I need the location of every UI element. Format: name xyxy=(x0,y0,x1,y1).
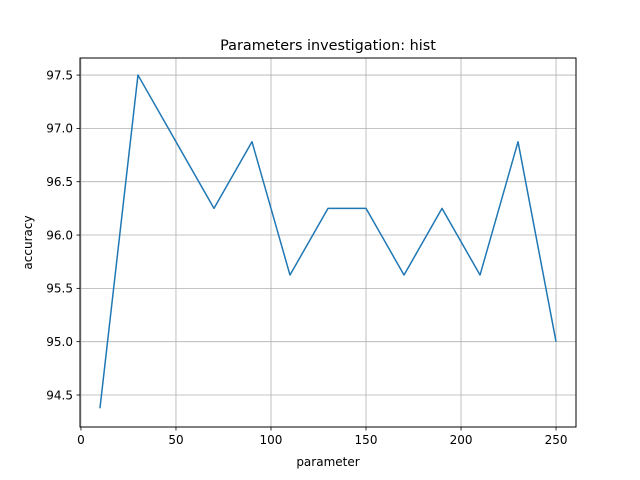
x-tick-label: 200 xyxy=(450,433,473,447)
x-tick-label: 250 xyxy=(545,433,568,447)
x-tick-label: 50 xyxy=(168,433,183,447)
series-layer xyxy=(99,74,557,409)
y-tick-label: 95.5 xyxy=(46,282,73,296)
y-tick-label: 94.5 xyxy=(46,388,73,402)
y-tick-label: 97.5 xyxy=(46,68,73,82)
y-tick-label: 96.0 xyxy=(46,228,73,242)
x-axis-label: parameter xyxy=(296,455,359,469)
chart-title: Parameters investigation: hist xyxy=(220,38,436,54)
x-tick-label: 0 xyxy=(77,433,85,447)
x-tick-label: 150 xyxy=(355,433,378,447)
x-tick-label: 100 xyxy=(260,433,283,447)
plot-frame xyxy=(79,57,577,428)
grid-layer xyxy=(80,58,576,427)
y-tick-label: 96.5 xyxy=(46,175,73,189)
ticks-layer: 0 50 100 150 200 250 94.5 95.0 95.5 96.0 96.5 97.0 9… xyxy=(46,68,567,447)
series-line xyxy=(99,74,557,409)
y-tick-label: 97.0 xyxy=(46,122,73,136)
y-axis-label: accuracy xyxy=(21,215,35,269)
y-tick-label: 95.0 xyxy=(46,335,73,349)
